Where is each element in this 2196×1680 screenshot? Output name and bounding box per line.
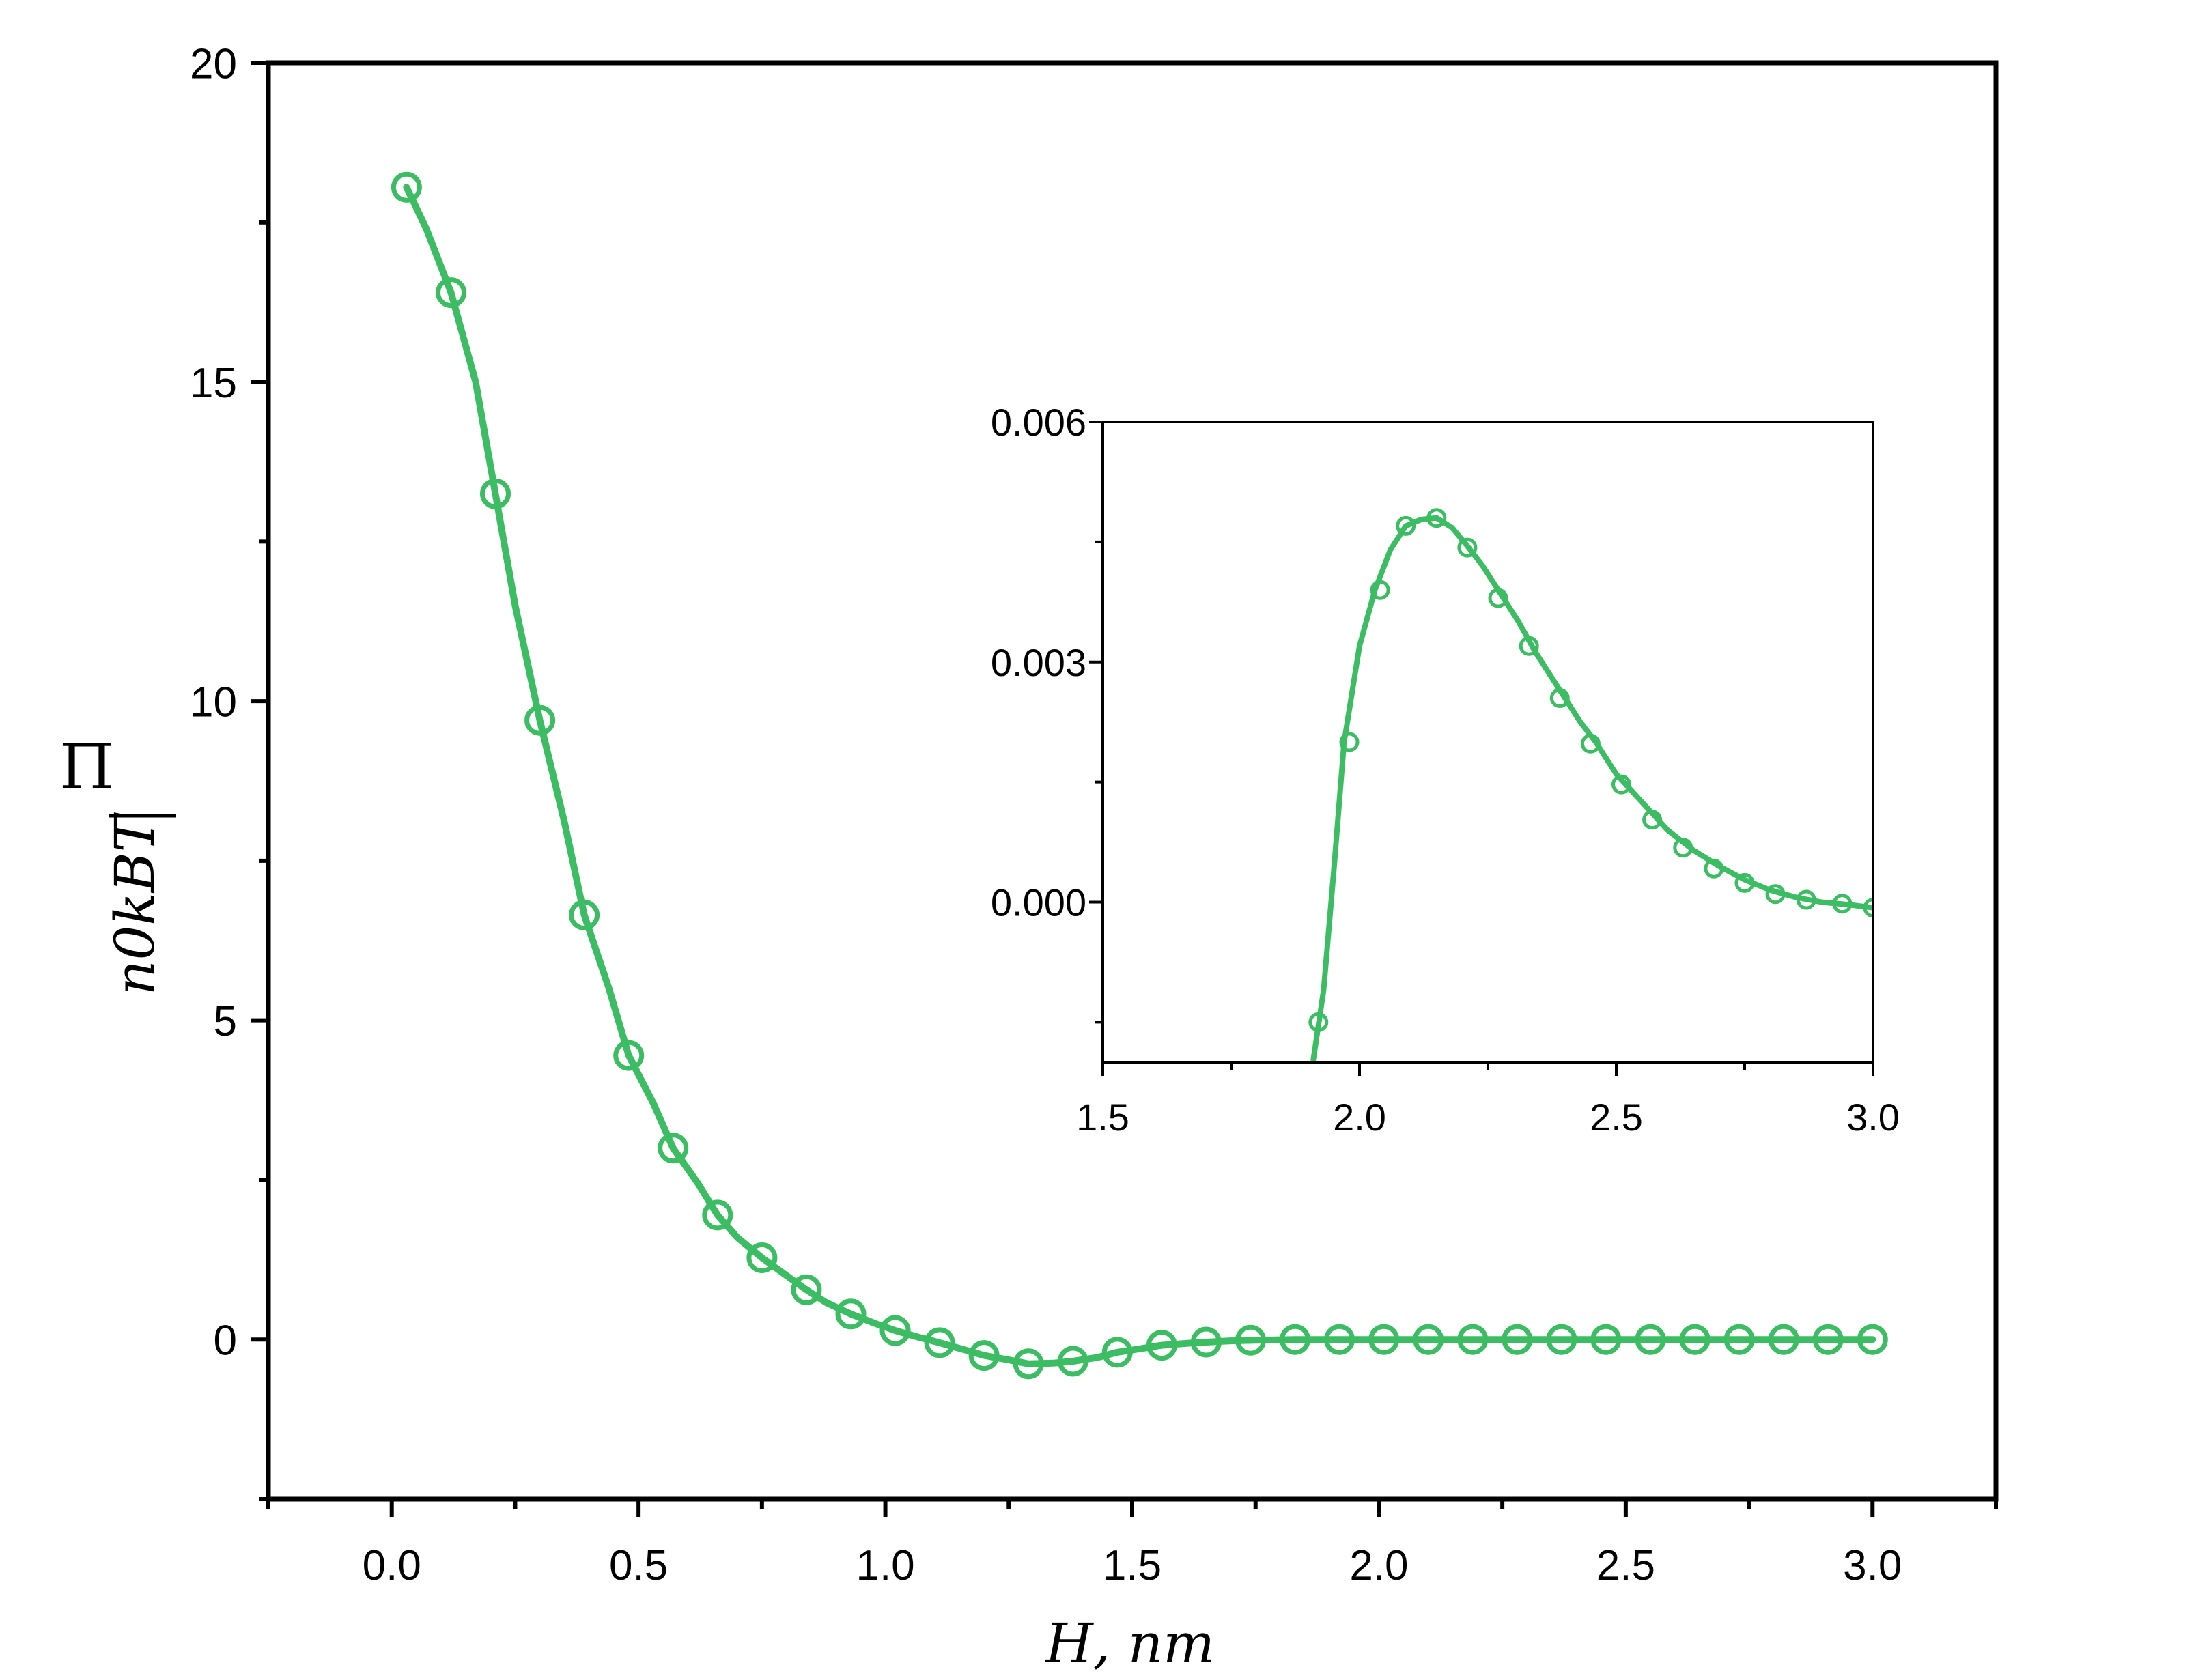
main-data-point <box>1190 1326 1222 1358</box>
main-data-point <box>1368 1324 1400 1355</box>
inset-data-point <box>1488 588 1508 608</box>
inset-data-point <box>1765 884 1786 905</box>
main-data-point <box>1057 1346 1088 1377</box>
inset-axes: 1.5 2.0 2.5 3.0 0.000 0.003 0.006 <box>991 401 1900 1139</box>
main-data-point <box>1101 1337 1133 1368</box>
main-x-tick-label: 1.5 <box>1103 1542 1162 1589</box>
main-data-point <box>613 1040 645 1071</box>
main-data-point <box>1590 1324 1622 1355</box>
main-data-point <box>1812 1324 1844 1355</box>
main-data-point <box>569 899 600 930</box>
main-data-point <box>1768 1324 1799 1355</box>
main-data-point <box>968 1340 1000 1371</box>
x-axis-label: H, nm <box>1044 1612 1215 1675</box>
main-y-tick-label: 20 <box>190 40 237 87</box>
inset-x-tick-label: 1.5 <box>1076 1096 1129 1139</box>
main-data-point <box>924 1327 955 1358</box>
inset-y-tick-label: 0.006 <box>991 401 1086 444</box>
main-data-point <box>746 1242 778 1273</box>
inset-data-point <box>1863 898 1873 918</box>
inset-y-tick-label: 0.000 <box>991 881 1086 924</box>
y-label-denominator: n0kBT <box>103 812 167 995</box>
inset-data-point <box>1519 636 1539 656</box>
inset-data-point <box>1704 858 1724 879</box>
main-y-tick-label: 10 <box>190 679 237 726</box>
main-x-tick-label: 2.0 <box>1349 1542 1408 1589</box>
inset-x-tick-label: 2.0 <box>1333 1096 1386 1139</box>
main-data-point <box>391 171 422 203</box>
inset-data-point <box>1339 732 1360 752</box>
inset-data-point <box>1549 688 1570 708</box>
main-data-point <box>879 1315 911 1346</box>
y-axis-label: Π n0kBT <box>59 730 176 995</box>
main-y-tick-label: 15 <box>190 360 237 407</box>
main-y-tick-label: 5 <box>214 998 237 1045</box>
main-data-point <box>702 1199 733 1231</box>
inset-series <box>1308 508 1873 1062</box>
main-series-line <box>403 184 1876 1367</box>
inset-background <box>1103 422 1873 1062</box>
main-axes: 0.0 0.5 1.0 1.5 2.0 2.5 3.0 0 5 10 15 20 <box>190 40 1998 1589</box>
main-data-point <box>1146 1330 1177 1361</box>
inset-chart: 1.5 2.0 2.5 3.0 0.000 0.003 0.006 <box>991 401 1900 1139</box>
inset-data-point <box>1642 810 1663 830</box>
inset-data-point <box>1457 537 1478 558</box>
inset-data-point <box>1396 515 1416 536</box>
inset-data-point <box>1673 838 1693 858</box>
inset-x-tick-label: 2.5 <box>1590 1096 1643 1139</box>
main-data-point <box>1280 1324 1310 1355</box>
main-data-point <box>1546 1324 1577 1355</box>
main-data-point <box>1235 1324 1266 1356</box>
main-data-point <box>436 277 466 309</box>
main-data-point <box>791 1274 822 1305</box>
main-data-point <box>1857 1324 1888 1355</box>
inset-y-tick-label: 0.003 <box>991 641 1086 684</box>
main-data-point <box>1502 1324 1533 1355</box>
main-y-tick-label: 0 <box>214 1318 237 1365</box>
main-data-point <box>480 478 511 509</box>
main-x-tick-label: 2.5 <box>1596 1542 1655 1589</box>
main-data-point <box>1013 1348 1044 1380</box>
main-x-tick-label: 0.0 <box>363 1542 421 1589</box>
inset-data-point <box>1580 733 1601 754</box>
main-data-point <box>658 1133 689 1164</box>
main-x-tick-label: 1.0 <box>856 1542 914 1589</box>
inset-data-point <box>1611 774 1631 795</box>
main-data-point <box>1413 1324 1444 1355</box>
inset-data-point <box>1832 894 1853 914</box>
main-data-point <box>1324 1324 1355 1355</box>
main-data-point <box>1723 1324 1755 1355</box>
svg-text:n0kBT: n0kBT <box>103 812 167 995</box>
main-chart: 0.0 0.5 1.0 1.5 2.0 2.5 3.0 0 5 10 15 20 <box>190 40 1999 1589</box>
inset-data-point <box>1796 889 1816 910</box>
main-x-tick-label: 3.0 <box>1843 1542 1902 1589</box>
inset-data-point <box>1734 872 1755 893</box>
main-data-point <box>1679 1324 1711 1355</box>
main-data-point <box>1457 1324 1489 1355</box>
main-x-tick-label: 0.5 <box>609 1542 668 1589</box>
main-data-point <box>524 704 556 736</box>
inset-x-tick-label: 3.0 <box>1846 1096 1900 1139</box>
inset-data-point <box>1426 508 1447 528</box>
inset-data-point <box>1370 580 1390 600</box>
inset-data-point <box>1308 1012 1329 1032</box>
main-series <box>391 171 1888 1380</box>
main-data-point <box>835 1298 867 1330</box>
main-data-point <box>1635 1324 1666 1355</box>
y-label-numerator: Π <box>59 730 114 803</box>
